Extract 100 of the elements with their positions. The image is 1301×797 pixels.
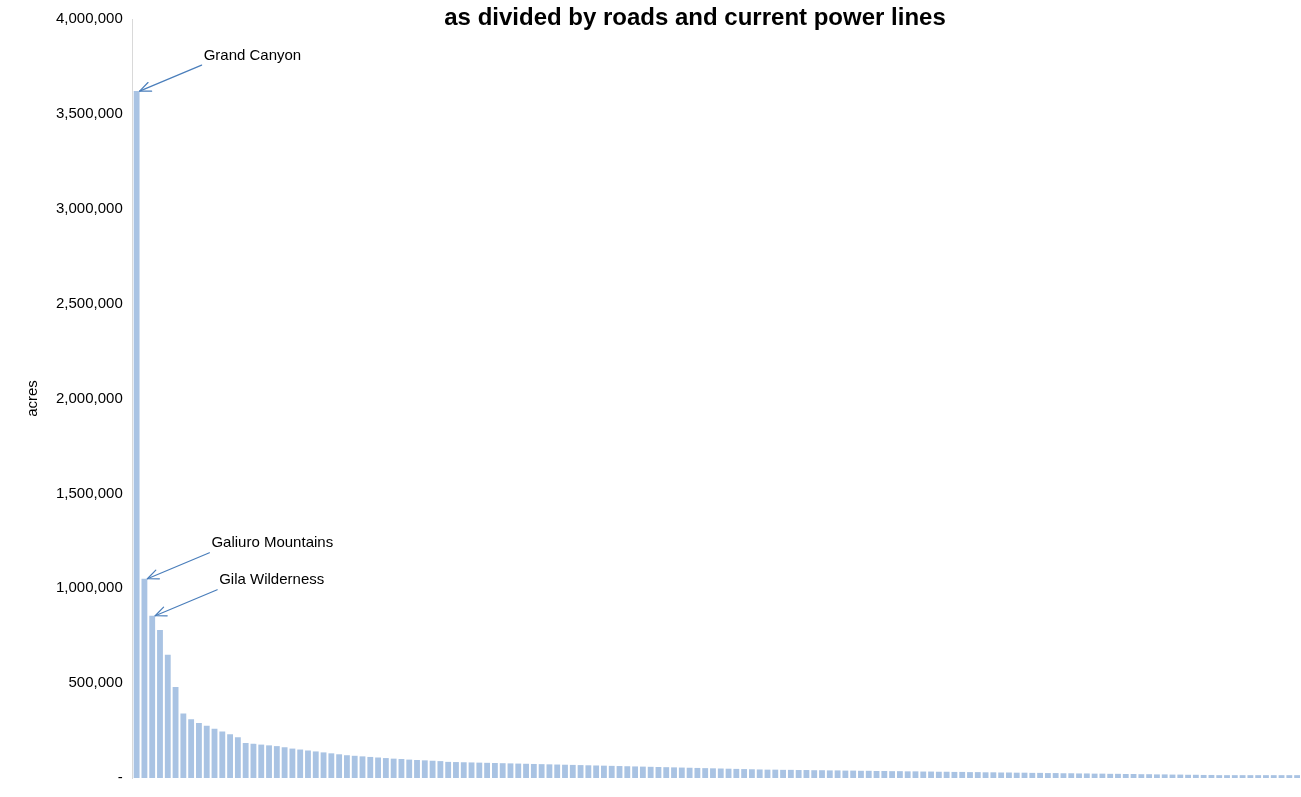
bar [1216, 775, 1223, 778]
bar [476, 762, 483, 778]
y-tick-label: 1,500,000 [56, 483, 123, 501]
bar [1006, 772, 1012, 778]
bar [157, 630, 163, 778]
bar [188, 719, 195, 778]
bar [881, 770, 888, 778]
y-tick-label: 4,000,000 [56, 9, 123, 27]
y-tick-label: - [117, 768, 123, 786]
bar [1200, 774, 1207, 778]
bar [593, 765, 600, 778]
bar [772, 769, 779, 778]
bar [1115, 773, 1121, 778]
y-tick-label: 2,000,000 [56, 388, 123, 406]
bar [1068, 773, 1075, 778]
bar [1286, 775, 1293, 778]
bar [406, 759, 413, 778]
bar [912, 771, 919, 778]
bar [375, 757, 381, 778]
bar [1161, 774, 1168, 778]
bar [1037, 772, 1044, 778]
bar [733, 768, 740, 778]
bar [149, 615, 156, 778]
bar [328, 753, 335, 778]
bar [1076, 773, 1082, 778]
bar [896, 771, 903, 778]
bar [1192, 774, 1199, 778]
bar [608, 765, 615, 778]
bar [678, 767, 685, 778]
bar [562, 764, 568, 778]
bar [227, 734, 234, 778]
bar [787, 769, 794, 778]
bar [390, 758, 397, 778]
bar [203, 725, 210, 778]
bar [569, 764, 576, 778]
bar [515, 763, 522, 778]
bar [499, 763, 506, 778]
bar [967, 772, 973, 778]
bar [1153, 774, 1160, 778]
bar [974, 772, 981, 778]
bar [1263, 775, 1269, 778]
bar [920, 771, 927, 778]
bar [1029, 772, 1036, 778]
bar [1146, 774, 1153, 778]
bar [491, 763, 498, 778]
y-axis-title: acres [23, 380, 41, 417]
bar [795, 770, 802, 778]
bar [523, 763, 529, 778]
bar [585, 765, 592, 778]
bar [351, 755, 358, 778]
bar [1255, 775, 1262, 778]
bar [180, 713, 187, 778]
bar [1138, 774, 1145, 778]
bar [453, 762, 459, 778]
bar [367, 756, 374, 778]
bar [305, 750, 311, 778]
bar [1231, 775, 1238, 778]
bar [811, 770, 818, 778]
bar [990, 772, 997, 778]
bar [273, 746, 280, 778]
bar [460, 762, 467, 778]
bar [414, 759, 420, 778]
bar [741, 769, 748, 778]
bar [647, 766, 654, 778]
bar [1177, 774, 1184, 778]
bar [421, 760, 428, 778]
y-tick-label: 500,000 [68, 673, 123, 691]
bar [1107, 773, 1114, 778]
bar [164, 654, 171, 778]
bar [297, 749, 304, 778]
bar [826, 770, 833, 778]
bar [756, 769, 763, 778]
bar [196, 722, 202, 778]
bar [889, 771, 896, 778]
bar [632, 766, 639, 778]
bar [1052, 773, 1059, 778]
bar [266, 745, 272, 778]
bar [663, 767, 670, 778]
bar [935, 771, 942, 778]
bar [982, 772, 989, 778]
bar [234, 737, 241, 778]
bar [601, 765, 607, 778]
bar [336, 754, 343, 778]
bar [258, 744, 265, 778]
bar [748, 769, 755, 778]
chart-title: as divided by roads and current power lines [444, 2, 946, 30]
bar [959, 771, 966, 778]
bar [1122, 774, 1129, 778]
y-tick-label: 1,000,000 [56, 578, 123, 596]
bar [702, 768, 709, 778]
bar [780, 769, 786, 778]
bar [710, 768, 716, 778]
bar [1185, 774, 1191, 778]
bar [717, 768, 724, 778]
bar [998, 772, 1005, 778]
bar [928, 771, 934, 778]
annotation: Galiuro Mountains [211, 533, 334, 551]
bar [1013, 772, 1020, 778]
y-tick-label: 3,500,000 [56, 104, 123, 122]
bar [639, 766, 646, 778]
